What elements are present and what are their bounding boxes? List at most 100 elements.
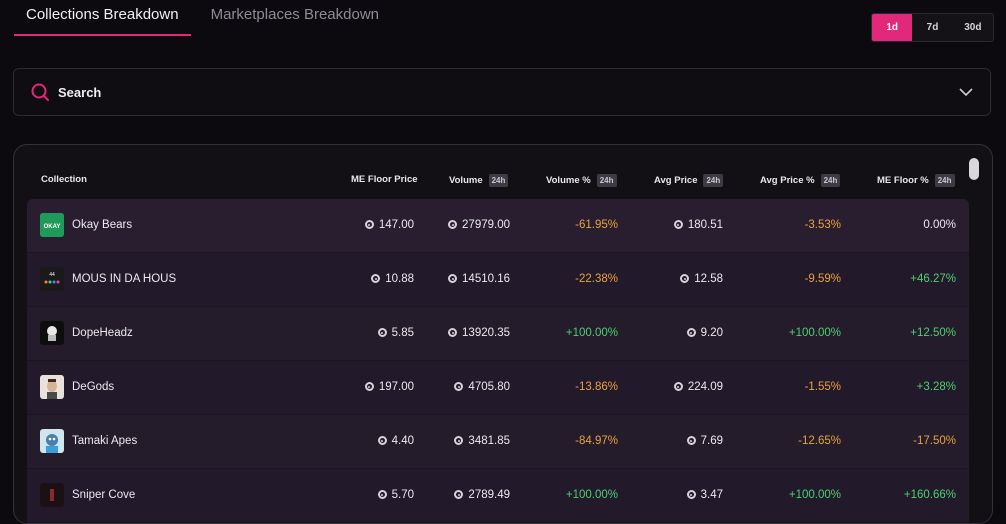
avg-price-pct: -3.53%	[804, 219, 841, 231]
sol-icon	[673, 382, 683, 391]
avg-price: 7.69	[686, 435, 723, 447]
chevron-down-icon[interactable]	[958, 84, 974, 100]
collection-logo-icon	[40, 483, 64, 507]
volume: 27979.00	[448, 219, 510, 231]
collection-name[interactable]: Tamaki Apes	[72, 435, 138, 447]
floor-pct: -17.50%	[913, 435, 956, 447]
sol-icon	[448, 328, 458, 337]
collection-logo-icon	[40, 429, 64, 453]
avg-price-pct: +100.00%	[788, 327, 841, 339]
collection-name[interactable]: DeGods	[72, 381, 115, 393]
sol-icon	[673, 220, 683, 229]
table-row[interactable]: DeGods 197.00 4705.80 -13.86% 224.09 -1.…	[27, 361, 969, 415]
volume-pct: +100.00%	[565, 327, 618, 339]
volume-pct: -84.97%	[575, 435, 618, 447]
collection-name[interactable]: MOUS IN DA HOUS	[72, 273, 177, 285]
badge-24h: 24h	[934, 174, 955, 187]
sol-icon	[686, 436, 696, 445]
sol-icon	[364, 220, 374, 229]
search-dropdown[interactable]: Search	[13, 68, 991, 116]
avg-price-pct: -9.59%	[804, 273, 841, 285]
sol-icon	[377, 328, 387, 337]
header-collection[interactable]: Collection	[41, 174, 87, 185]
volume-pct: -13.86%	[575, 381, 618, 393]
volume: 13920.35	[448, 327, 510, 339]
svg-text:OKAY: OKAY	[44, 224, 61, 230]
floor-price: 10.88	[371, 273, 414, 285]
volume: 4705.80	[454, 381, 510, 393]
sol-icon	[686, 490, 696, 499]
collection-logo-icon	[40, 321, 64, 345]
volume: 3481.85	[454, 435, 510, 447]
volume-pct: +100.00%	[565, 489, 618, 501]
floor-pct: +12.50%	[910, 327, 956, 339]
table-row[interactable]: DopeHeadz 5.85 13920.35 +100.00% 9.20 +1…	[27, 307, 969, 361]
floor-pct: +3.28%	[916, 381, 956, 393]
sol-icon	[377, 490, 387, 499]
table-header: Collection ME Floor Price Volume 24h Volu…	[14, 145, 992, 200]
search-label: Search	[58, 84, 102, 100]
floor-price: 197.00	[364, 381, 414, 393]
sol-icon	[377, 436, 387, 445]
floor-price: 5.70	[377, 489, 414, 501]
badge-24h: 24h	[596, 174, 617, 187]
volume-pct: -61.95%	[575, 219, 618, 231]
header-floor-pct[interactable]: ME Floor % 24h	[877, 174, 955, 187]
avg-price: 180.51	[673, 219, 723, 231]
avg-price-pct: +100.00%	[788, 489, 841, 501]
avg-price: 12.58	[680, 273, 723, 285]
floor-pct: +46.27%	[910, 273, 956, 285]
floor-price: 4.40	[377, 435, 414, 447]
header-volume-pct[interactable]: Volume % 24h	[546, 174, 617, 187]
table-row[interactable]: Sniper Cove 5.70 2789.49 +100.00% 3.47 +…	[27, 469, 969, 523]
sol-icon	[454, 382, 464, 391]
time-range-1d-button[interactable]: 1d	[872, 14, 913, 41]
tab-marketplaces-breakdown[interactable]: Marketplaces Breakdown	[210, 6, 379, 23]
badge-24h: 24h	[488, 174, 509, 187]
floor-price: 5.85	[377, 327, 414, 339]
sol-icon	[454, 490, 464, 499]
search-icon	[31, 83, 49, 101]
avg-price-pct: -1.55%	[804, 381, 841, 393]
table-scrollbar[interactable]	[969, 158, 979, 180]
collection-logo-icon	[40, 375, 64, 399]
table-row[interactable]: OKAY Okay Bears 147.00 27979.00 -61.95% …	[27, 199, 969, 253]
header-avg-price-pct[interactable]: Avg Price % 24h	[760, 174, 841, 187]
collection-name[interactable]: Okay Bears	[72, 219, 133, 231]
floor-pct: 0.00%	[923, 219, 956, 231]
time-range-toggle: 1d 7d 30d	[871, 13, 994, 42]
floor-price: 147.00	[364, 219, 414, 231]
tab-collections-breakdown[interactable]: Collections Breakdown	[14, 0, 191, 36]
header-avg-price[interactable]: Avg Price 24h	[654, 174, 724, 187]
header-volume[interactable]: Volume 24h	[449, 174, 509, 187]
volume: 14510.16	[448, 273, 510, 285]
avg-price: 3.47	[686, 489, 723, 501]
volume: 2789.49	[454, 489, 510, 501]
sol-icon	[680, 274, 690, 283]
sol-icon	[448, 274, 458, 283]
floor-pct: +160.66%	[903, 489, 956, 501]
avg-price-pct: -12.65%	[798, 435, 841, 447]
header-floor-price[interactable]: ME Floor Price	[351, 174, 418, 185]
collections-table: Collection ME Floor Price Volume 24h Volu…	[13, 144, 993, 524]
avg-price: 9.20	[686, 327, 723, 339]
collection-logo-icon: OKAY	[40, 213, 64, 237]
collection-logo-icon: 44	[40, 267, 64, 291]
sol-icon	[448, 220, 458, 229]
badge-24h: 24h	[703, 174, 724, 187]
time-range-7d-button[interactable]: 7d	[926, 22, 939, 33]
sol-icon	[454, 436, 464, 445]
table-row[interactable]: Tamaki Apes 4.40 3481.85 -84.97% 7.69 -1…	[27, 415, 969, 469]
sol-icon	[686, 328, 696, 337]
collection-name[interactable]: DopeHeadz	[72, 327, 133, 339]
volume-pct: -22.38%	[575, 273, 618, 285]
sol-icon	[364, 382, 374, 391]
collection-name[interactable]: Sniper Cove	[72, 489, 136, 501]
svg-text:44: 44	[49, 272, 55, 278]
sol-icon	[371, 274, 381, 283]
time-range-30d-button[interactable]: 30d	[964, 22, 982, 33]
avg-price: 224.09	[673, 381, 723, 393]
badge-24h: 24h	[820, 174, 841, 187]
table-row[interactable]: 44 MOUS IN DA HOUS 10.88 14510.16 -22.38…	[27, 253, 969, 307]
breakdown-tabs: Collections Breakdown Marketplaces Break…	[14, 0, 391, 36]
